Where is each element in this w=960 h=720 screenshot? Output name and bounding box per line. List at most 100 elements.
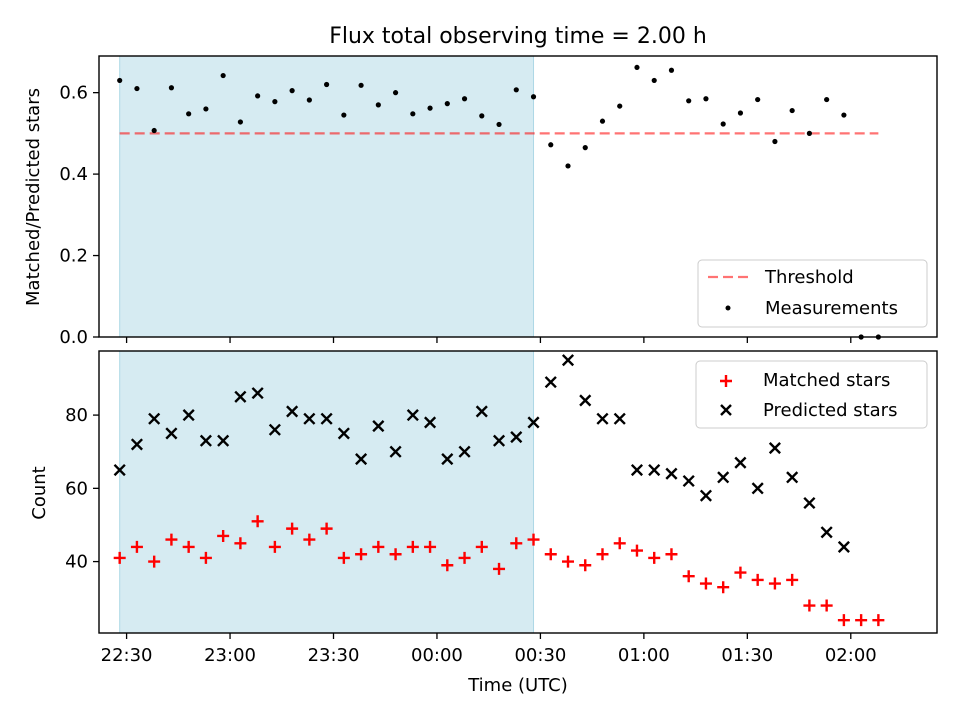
- measurement-point: [686, 98, 692, 104]
- bottom-y-tick-label: 60: [65, 478, 88, 499]
- top-axes-frame: [98, 55, 938, 338]
- top-shaded-interval: [119, 55, 535, 338]
- predicted-legend-label: Predicted stars: [763, 400, 897, 421]
- predicted-star-marker: [475, 405, 488, 418]
- predicted-star-marker: [786, 471, 799, 484]
- bottom-x-tick-label: 23:00: [204, 645, 256, 666]
- predicted-star-marker: [561, 354, 575, 367]
- measurement-point: [530, 94, 537, 100]
- measurement-point: [548, 142, 554, 148]
- predicted-star-marker: [751, 482, 764, 495]
- measurement-point: [341, 112, 347, 118]
- matched-star-marker: [389, 548, 402, 561]
- matched-star-marker: [337, 551, 350, 564]
- predicted-star-marker: [337, 427, 350, 440]
- measurement-point: [255, 93, 261, 99]
- predicted-star-marker: [234, 390, 247, 403]
- predicted-star-marker: [579, 394, 592, 407]
- bottom-shaded-interval: [119, 350, 535, 634]
- matched-star-marker: [234, 537, 247, 550]
- bottom-axes-frame: [98, 350, 938, 634]
- matched-legend-icon: [720, 375, 732, 387]
- matched-star-marker: [803, 599, 816, 612]
- measurement-point: [461, 96, 468, 102]
- predicted-star-marker: [458, 445, 471, 458]
- matched-star-marker: [148, 555, 161, 568]
- top-y-tick-label: 0.0: [59, 327, 88, 348]
- bottom-y-axis-label: Count: [29, 466, 50, 519]
- top-legend: Threshold Measurements: [697, 259, 928, 328]
- predicted-star-marker: [648, 463, 661, 477]
- predicted-star-marker: [286, 405, 299, 418]
- top-y-tick-label: 0.4: [59, 164, 88, 185]
- matched-star-marker: [544, 548, 557, 561]
- measurements-legend-label: Measurements: [765, 298, 898, 319]
- matched-star-marker: [217, 529, 230, 542]
- matched-star-marker: [837, 614, 850, 627]
- predicted-star-marker: [113, 463, 126, 477]
- matched-star-marker: [768, 577, 781, 590]
- matched-star-marker: [734, 566, 747, 579]
- matched-star-marker: [458, 551, 471, 564]
- bottom-y-ticks: 40 60 80: [65, 405, 99, 573]
- predicted-star-marker: [389, 445, 402, 458]
- matched-star-marker: [199, 551, 212, 564]
- predicted-star-marker: [130, 438, 143, 451]
- matched-star-marker: [562, 555, 575, 568]
- matched-star-marker: [441, 559, 454, 572]
- matched-star-marker: [268, 540, 281, 553]
- measurement-point: [272, 99, 278, 105]
- matched-star-marker: [130, 540, 143, 553]
- bottom-x-tick-label: 00:30: [514, 645, 566, 666]
- top-y-ticks: 0.0 0.2 0.4 0.6: [59, 83, 99, 348]
- top-legend-box: [697, 259, 928, 328]
- predicted-star-marker: [406, 409, 419, 422]
- measurement-point: [444, 101, 450, 107]
- measurement-point: [203, 106, 209, 112]
- measurement-point: [479, 113, 485, 119]
- measurement-point: [806, 130, 813, 136]
- matched-star-marker: [751, 573, 764, 586]
- measurement-point: [565, 163, 571, 169]
- measurement-point: [410, 111, 416, 117]
- bottom-x-tick-label: 22:30: [101, 645, 153, 666]
- predicted-star-marker: [492, 434, 506, 447]
- measurement-point: [134, 85, 140, 92]
- matched-star-marker: [699, 577, 712, 590]
- matched-star-marker: [682, 570, 695, 583]
- measurement-point: [720, 121, 726, 127]
- bottom-x-ticks: 22:30 23:00 23:30 00:00 00:30 01:00 01:30 02:00: [101, 633, 877, 666]
- predicted-star-marker: [837, 540, 850, 553]
- matched-star-marker: [320, 522, 333, 535]
- predicted-star-marker: [320, 412, 333, 425]
- x-axis-label: Time (UTC): [467, 675, 568, 696]
- matched-star-marker: [355, 548, 368, 561]
- predicted-star-marker: [544, 376, 557, 389]
- figure-title: Flux total observing time = 2.00 h: [329, 24, 707, 49]
- measurement-point: [772, 138, 778, 145]
- measurement-point: [496, 121, 502, 128]
- matched-star-marker: [286, 522, 299, 535]
- measurement-point: [220, 72, 226, 79]
- measurement-point: [289, 88, 295, 94]
- predicted-star-marker: [682, 474, 695, 488]
- top-panel: 0.0 0.2 0.4 0.6 Matched/Predicted stars Thr…: [23, 55, 938, 348]
- measurement-point: [841, 112, 847, 118]
- predicted-star-marker: [182, 409, 195, 422]
- bottom-legend: Matched stars Predicted stars: [695, 360, 928, 429]
- bottom-y-tick-label: 80: [65, 405, 88, 426]
- predicted-star-marker: [165, 427, 178, 440]
- matched-star-marker: [493, 562, 506, 575]
- matched-star-marker: [820, 599, 833, 612]
- measurement-point: [703, 96, 709, 102]
- bottom-x-tick-label: 00:00: [411, 645, 463, 666]
- matched-star-marker: [786, 573, 799, 586]
- measurement-point: [789, 107, 795, 114]
- matched-star-marker: [872, 614, 885, 627]
- matched-star-marker: [510, 537, 523, 550]
- measurement-point: [651, 77, 657, 84]
- measurement-point: [755, 96, 761, 103]
- bottom-x-tick-label: 02:00: [825, 645, 877, 666]
- measurement-point: [427, 105, 433, 111]
